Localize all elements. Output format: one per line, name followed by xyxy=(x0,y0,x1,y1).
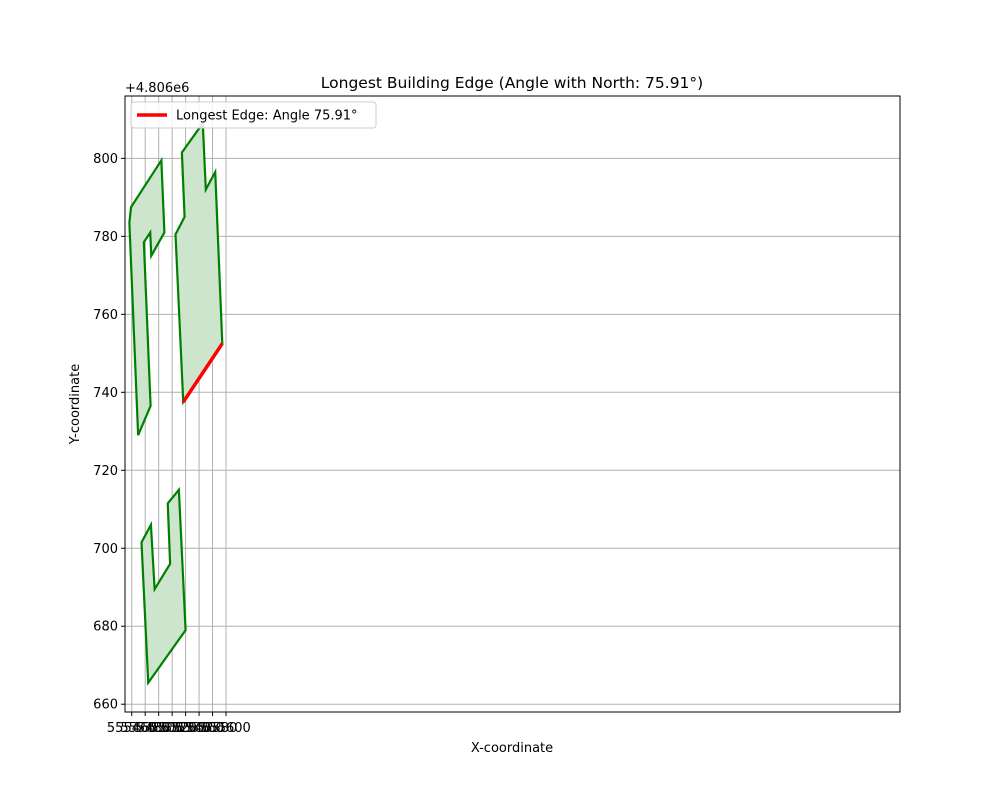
x-tick-label: 555580 xyxy=(188,721,238,736)
chart-title: Longest Building Edge (Angle with North:… xyxy=(321,74,703,92)
building-polygons xyxy=(128,120,224,686)
y-tick-label: 740 xyxy=(93,386,118,401)
y-tick-label: 680 xyxy=(93,620,118,635)
x-tick-label: 555500 xyxy=(134,721,184,736)
legend-box xyxy=(130,101,377,129)
x-tick-label: 555480 xyxy=(120,721,170,736)
legend: Longest Edge: Angle 75.91° xyxy=(130,101,377,129)
y-tick-label: 800 xyxy=(93,152,118,167)
y-tick-label: 780 xyxy=(93,230,118,245)
y-axis-label: Y-coordinate xyxy=(68,364,83,445)
plot-area-frame xyxy=(124,95,901,713)
x-tick-label: 555600 xyxy=(201,721,251,736)
y-tick-label: 720 xyxy=(93,464,118,479)
y-axis-offset-label: +4.806e6 xyxy=(125,81,189,96)
x-tick-label: 555520 xyxy=(147,721,197,736)
y-tick-label: 760 xyxy=(93,308,118,323)
x-tick-label: 555460 xyxy=(107,721,157,736)
x-axis-label: X-coordinate xyxy=(471,741,553,756)
y-tick-label: 700 xyxy=(93,542,118,557)
axis-ticks: 5554605554805555005555205555405555605555… xyxy=(93,152,251,736)
x-tick-label: 555560 xyxy=(174,721,224,736)
longest-edge-line xyxy=(181,342,224,404)
building-polygon-3 xyxy=(140,486,187,686)
y-tick-label: 660 xyxy=(93,698,118,713)
x-tick-label: 555540 xyxy=(161,721,211,736)
highlight-layer xyxy=(181,342,224,404)
legend-label-longest-edge: Longest Edge: Angle 75.91° xyxy=(176,109,358,124)
building-polygon-1 xyxy=(128,156,166,436)
